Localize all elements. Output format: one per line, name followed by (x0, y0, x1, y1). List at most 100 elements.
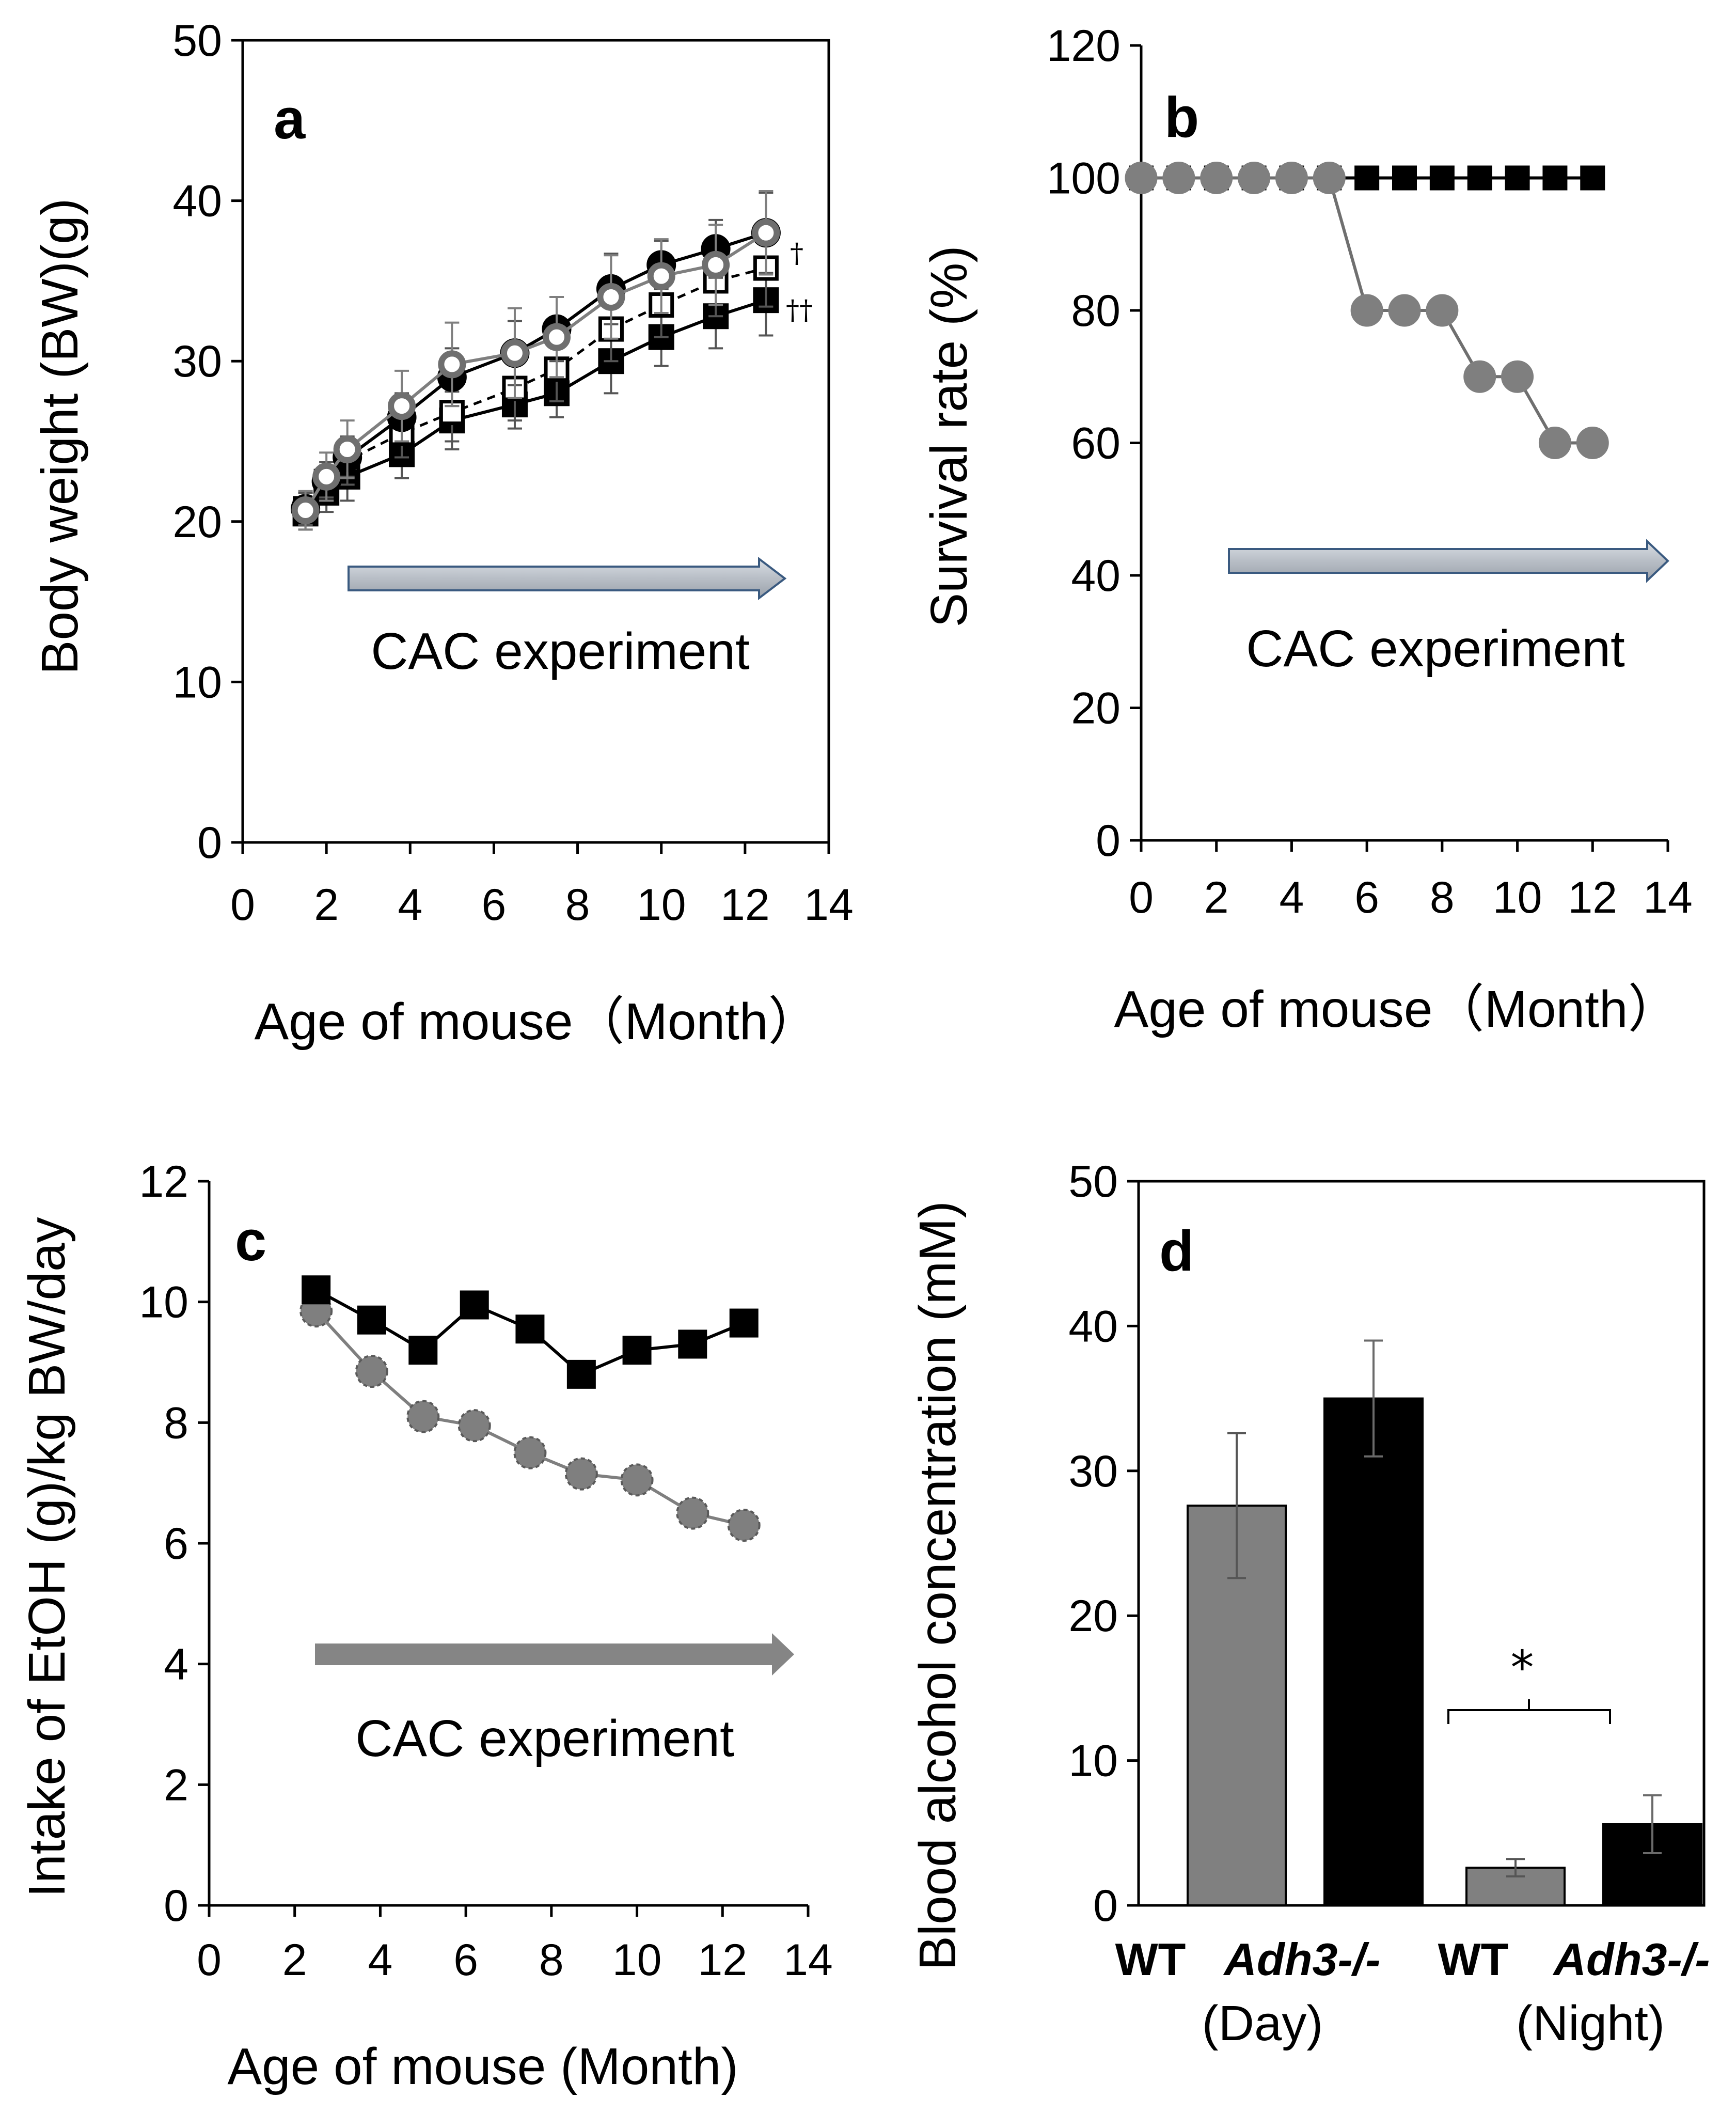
panel-a-plot-frame (241, 39, 830, 844)
panel-d-blood-alcohol-chart: d * Blood alcohol concentration (mM) WT … (909, 1157, 1710, 2051)
panel-b-label: b (1164, 86, 1199, 149)
panel-c-x-tick-label: 2 (282, 1935, 307, 1985)
panel-a-y-tick-label: 30 (172, 337, 222, 386)
series-open-circle-point (597, 283, 625, 311)
panel-d-label: d (1159, 1219, 1194, 1283)
series-square-point (622, 1336, 652, 1365)
panel-c-y-tick-label: 8 (164, 1398, 188, 1448)
panel-c-arrow-text: CAC experiment (355, 1710, 734, 1767)
panel-d-category-wt-day: WT (1115, 1934, 1186, 1985)
panel-d-category-adh3-night: Adh3-/- (1552, 1934, 1710, 1985)
series-square-point (678, 1329, 707, 1359)
panel-c-y-tick-label: 0 (164, 1881, 188, 1931)
series-open-square-line (304, 267, 767, 510)
series-square-point (357, 1305, 386, 1335)
panel-a-y-axis-label: Body weight (BW)(g) (31, 198, 89, 675)
panel-b-survival-chart: b CAC experiment Survival rate (%) Age o… (920, 21, 1693, 1038)
series-open-circle-point (333, 435, 361, 464)
panel-c-etoh-intake-chart: c CAC experiment Intake of EtOH (g)/kg B… (18, 1157, 833, 2095)
series-square-point (566, 1359, 596, 1389)
panel-d-group-night: (Night) (1516, 1996, 1665, 2051)
series-open-circle-point (312, 462, 341, 491)
panel-d-y-tick-label: 0 (1093, 1881, 1118, 1931)
panel-a-x-axis-label: Age of mouse（Month） (255, 993, 820, 1051)
panel-c-x-tick-label: 4 (368, 1935, 393, 1985)
series-circle-point (620, 1463, 654, 1497)
panel-d-category-wt-night: WT (1438, 1934, 1509, 1985)
series-square-point (1354, 165, 1380, 191)
panel-b-x-axis-label: Age of mouse（Month） (1114, 980, 1680, 1038)
series-filled-circle-line (304, 231, 767, 510)
panel-b-y-tick-label: 0 (1096, 816, 1120, 866)
panel-c-x-tick-label: 6 (453, 1935, 478, 1985)
series-square-point (1392, 165, 1417, 191)
series-square-point (1542, 165, 1568, 191)
series-square-point (729, 1308, 759, 1338)
panel-b-x-tick-label: 8 (1430, 873, 1455, 922)
panel-a-y-tick-label: 20 (172, 497, 222, 547)
panel-a-y-tick-label: 40 (172, 177, 222, 226)
panel-c-y-tick-label: 10 (139, 1278, 188, 1327)
series-circle-point (1463, 360, 1496, 393)
panel-d-y-tick-label: 50 (1068, 1157, 1118, 1207)
series-square-point (515, 1314, 545, 1344)
panel-a-y-tick-label: 10 (172, 658, 222, 707)
panel-b-x-tick-label: 12 (1568, 873, 1617, 922)
panel-c-cac-arrow (315, 1633, 794, 1676)
series-open-circle-point (702, 251, 730, 279)
series-open-circle-point (543, 323, 571, 351)
series-circle-point (1538, 427, 1571, 459)
panel-d-y-tick-label: 10 (1068, 1736, 1118, 1786)
series-square-point (460, 1290, 489, 1320)
series-circle-point (1162, 162, 1195, 194)
series-square-point (1505, 165, 1530, 191)
panel-a-x-tick-label: 0 (230, 880, 255, 930)
series-square-point (1580, 165, 1605, 191)
panel-d-group-day: (Day) (1202, 1996, 1323, 2051)
panel-d-significance-star: * (1511, 1641, 1534, 1695)
series-open-circle-point (388, 392, 416, 420)
panel-a-body-weight-chart: a CAC experiment † †† Body weight (BW)(g… (31, 16, 854, 1051)
panel-c-x-tick-label: 8 (539, 1935, 564, 1985)
panel-d-y-tick-label: 30 (1068, 1447, 1118, 1496)
panel-a-label: a (274, 87, 306, 151)
series-circle-point (406, 1400, 440, 1433)
panel-c-x-tick-label: 14 (783, 1935, 833, 1985)
series-open-circle-point (647, 262, 675, 290)
panel-c-y-tick-label: 6 (164, 1519, 188, 1569)
panel-a-x-tick-label: 10 (637, 880, 686, 930)
series-square-point (408, 1336, 438, 1365)
panel-c-y-axis-label: Intake of EtOH (g)/kg BW/day (18, 1217, 76, 1897)
panel-a-x-tick-label: 2 (314, 880, 339, 930)
series-open-circle-point (500, 339, 529, 367)
panel-b-y-tick-label: 120 (1047, 21, 1121, 71)
series-circle-point (355, 1355, 388, 1388)
panel-d-significance-bracket (1447, 1699, 1611, 1724)
panel-d-category-adh3-day: Adh3-/- (1223, 1934, 1380, 1985)
series-square-point (1429, 165, 1455, 191)
series-square-point (1467, 165, 1492, 191)
panel-b-y-tick-label: 20 (1071, 684, 1120, 733)
series-circle-point (1350, 294, 1383, 327)
panel-a-double-dagger: †† (786, 295, 813, 326)
series-circle-point (513, 1436, 547, 1469)
panel-a-x-tick-label: 6 (482, 880, 507, 930)
series-circle-point (676, 1496, 709, 1530)
panel-b-y-tick-label: 80 (1071, 286, 1120, 336)
panel-d-y-tick-label: 20 (1068, 1591, 1118, 1641)
panel-c-x-axis-label: Age of mouse (Month) (227, 2038, 738, 2095)
panel-b-y-tick-label: 40 (1071, 551, 1120, 601)
series-circle-point (1275, 162, 1308, 194)
panel-b-x-tick-label: 2 (1204, 873, 1229, 922)
panel-c-y-tick-label: 12 (139, 1157, 188, 1207)
panel-a-x-tick-label: 4 (398, 880, 422, 930)
series-open-circle-point (438, 350, 466, 379)
panel-b-arrow-text: CAC experiment (1246, 620, 1625, 678)
panel-b-x-tick-label: 6 (1354, 873, 1379, 922)
series-circle-point (1125, 162, 1158, 194)
bar-1 (1323, 1397, 1424, 1907)
panel-a-x-tick-label: 14 (804, 880, 854, 930)
series-filled-square-line (304, 299, 767, 515)
panel-c-y-tick-label: 4 (164, 1640, 188, 1689)
